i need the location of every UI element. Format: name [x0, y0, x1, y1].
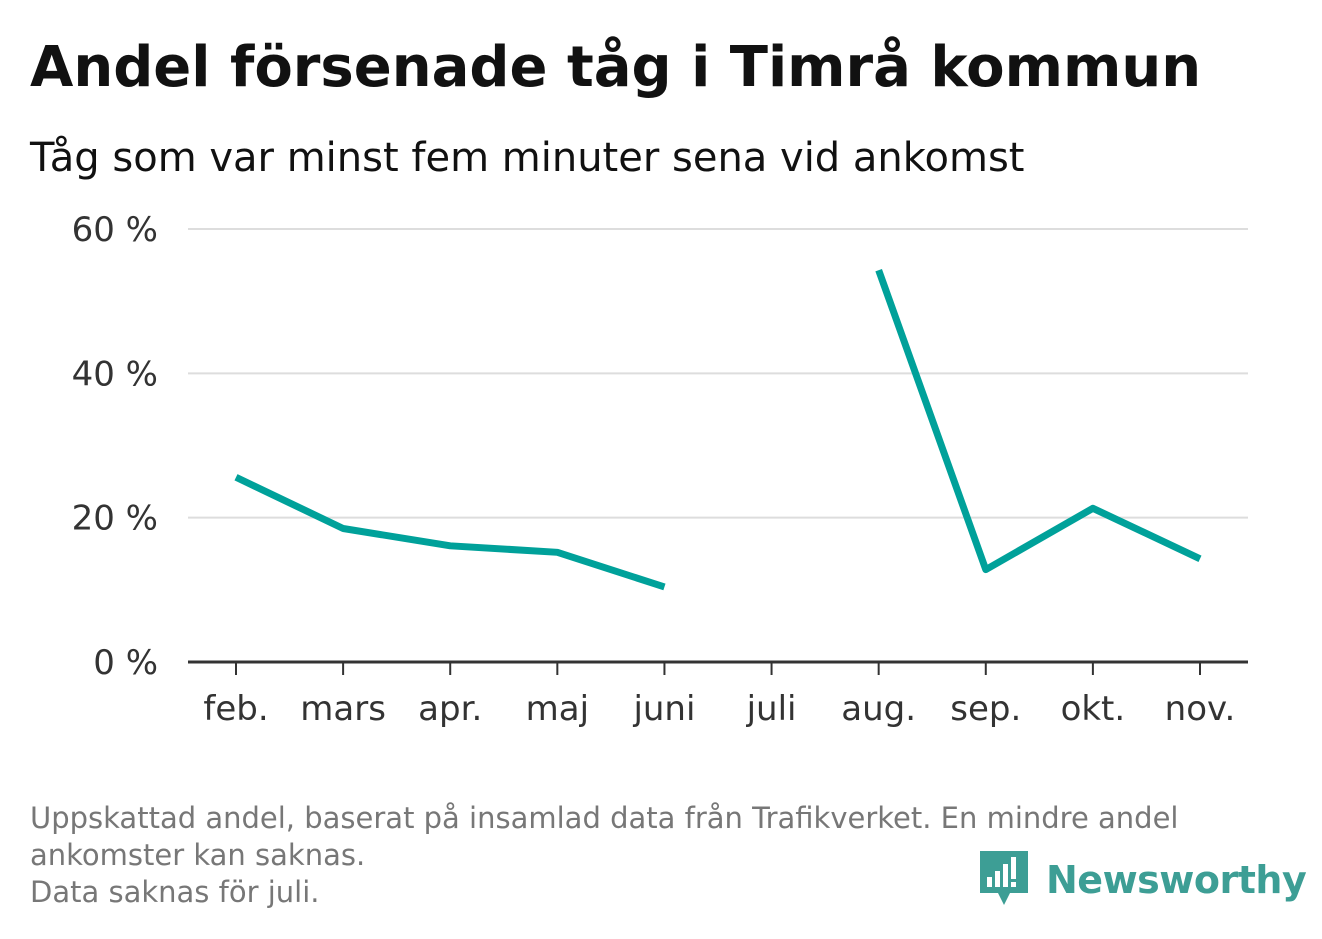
brand-name: Newsworthy: [1046, 858, 1307, 902]
y-tick-label: 0 %: [93, 643, 158, 683]
x-axis: [188, 660, 1248, 675]
x-tick-label: feb.: [203, 689, 268, 729]
newsworthy-logo-icon: [980, 851, 1028, 905]
chart-subtitle: Tåg som var minst fem minuter sena vid a…: [30, 135, 1025, 181]
footnote-line: ankomster kan saknas.: [30, 838, 366, 872]
footnote: Uppskattad andel, baserat på insamlad da…: [30, 800, 1179, 911]
x-tick-label: apr.: [418, 689, 482, 729]
y-tick-label: 60 %: [72, 210, 158, 250]
line-chart: 0 % 20 % 40 % 60 % feb. mars apr. maj juni juli a…: [72, 210, 1248, 729]
x-tick-label: aug.: [841, 689, 916, 729]
series-line-segment: [234, 474, 666, 591]
y-tick-label: 20 %: [72, 499, 158, 539]
x-tick-label: maj: [526, 689, 589, 729]
y-tick-label: 40 %: [72, 354, 158, 394]
series-line-segment: [875, 268, 1202, 574]
x-tick-label: okt.: [1061, 689, 1126, 729]
chart-title: Andel försenade tåg i Timrå kommun: [30, 35, 1202, 100]
x-tick-label: nov.: [1165, 689, 1236, 729]
brand-logo: Newsworthy: [980, 850, 1307, 910]
footnote-line: Uppskattad andel, baserat på insamlad da…: [30, 801, 1179, 835]
footnote-missing-data: Data saknas för juli.: [30, 875, 320, 909]
x-tick-label: mars: [300, 689, 386, 729]
x-tick-label: sep.: [950, 689, 1021, 729]
data-series: [234, 268, 1202, 591]
x-tick-label: juni: [632, 689, 695, 729]
y-axis-tick-labels: 0 % 20 % 40 % 60 %: [72, 210, 158, 683]
x-axis-tick-labels: feb. mars apr. maj juni juli aug. sep. okt. nov.: [203, 689, 1235, 729]
x-tick-label: juli: [746, 689, 797, 729]
gridlines: [188, 228, 1248, 519]
